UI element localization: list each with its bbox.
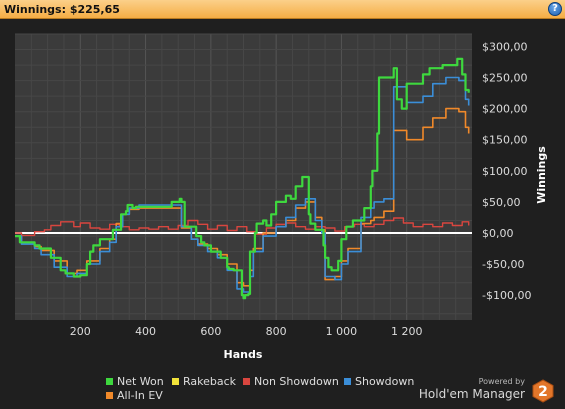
y-tick-label: $250,00: [482, 72, 528, 85]
x-tick-label: 600: [200, 325, 221, 338]
x-tick-label: 200: [70, 325, 91, 338]
x-tick-label: 400: [135, 325, 156, 338]
x-tick-labels: 200 400 600 800 1 000 1 200: [70, 325, 423, 338]
legend-rakeback-swatch: [172, 378, 179, 385]
grid-lines: [15, 33, 472, 320]
y-axis-label: Winnings: [535, 146, 548, 204]
x-tick-label: 1 000: [326, 325, 358, 338]
legend-net-won-label: Net Won: [117, 375, 164, 388]
brand-name: Hold'em Manager: [418, 387, 525, 401]
y-tick-label: $200,00: [482, 103, 528, 116]
legend-non-showdown-swatch: [243, 378, 250, 385]
x-tick-label: 800: [266, 325, 287, 338]
legend-net-won[interactable]: Net Won: [106, 375, 164, 388]
x-axis-label: Hands: [224, 348, 263, 361]
winnings-title: Winnings: $225,65: [4, 3, 120, 16]
legend-rakeback[interactable]: Rakeback: [172, 375, 236, 388]
series-lines: [15, 57, 472, 300]
legend-non-showdown[interactable]: Non Showdown: [243, 375, 339, 388]
series-line-net-won: [15, 57, 470, 300]
x-tick-label: 1 200: [391, 325, 423, 338]
logo-number: 2: [538, 384, 548, 400]
y-tick-label: $100,00: [482, 165, 528, 178]
legend-rakeback-label: Rakeback: [183, 375, 237, 388]
chart-header: Winnings: $225,65 ?: [0, 0, 565, 19]
legend-non-showdown-label: Non Showdown: [254, 375, 339, 388]
holdem-manager-brand: Powered by Hold'em Manager 2: [419, 377, 558, 405]
legend-net-won-swatch: [106, 378, 113, 385]
y-tick-label: $150,00: [482, 134, 528, 147]
hm2-logo-icon: 2: [532, 379, 554, 403]
series-line-showdown: [15, 76, 470, 293]
y-tick-label: -$100,00: [482, 289, 531, 302]
legend-all-in-ev[interactable]: All-In EV: [106, 389, 163, 402]
legend-showdown-swatch: [344, 378, 351, 385]
winnings-chart: 200 400 600 800 1 000 1 200 -$100,00 -$50,00 $0…: [15, 33, 548, 361]
y-tick-label: $50,00: [482, 196, 521, 209]
powered-by-text: Powered by: [478, 377, 525, 386]
legend-all-in-ev-swatch: [106, 392, 113, 399]
y-tick-label: -$50,00: [482, 258, 524, 271]
legend-showdown-label: Showdown: [355, 375, 415, 388]
legend-all-in-ev-label: All-In EV: [117, 389, 163, 402]
y-tick-label: $300,00: [482, 40, 528, 53]
y-tick-label: $0,00: [482, 227, 514, 240]
series-line-non-showdown: [15, 217, 470, 237]
help-icon[interactable]: ?: [548, 2, 562, 16]
y-tick-labels: -$100,00 -$50,00 $0,00 $50,00 $100,00 $150,00…: [482, 40, 531, 302]
legend-showdown[interactable]: Showdown: [344, 375, 414, 388]
